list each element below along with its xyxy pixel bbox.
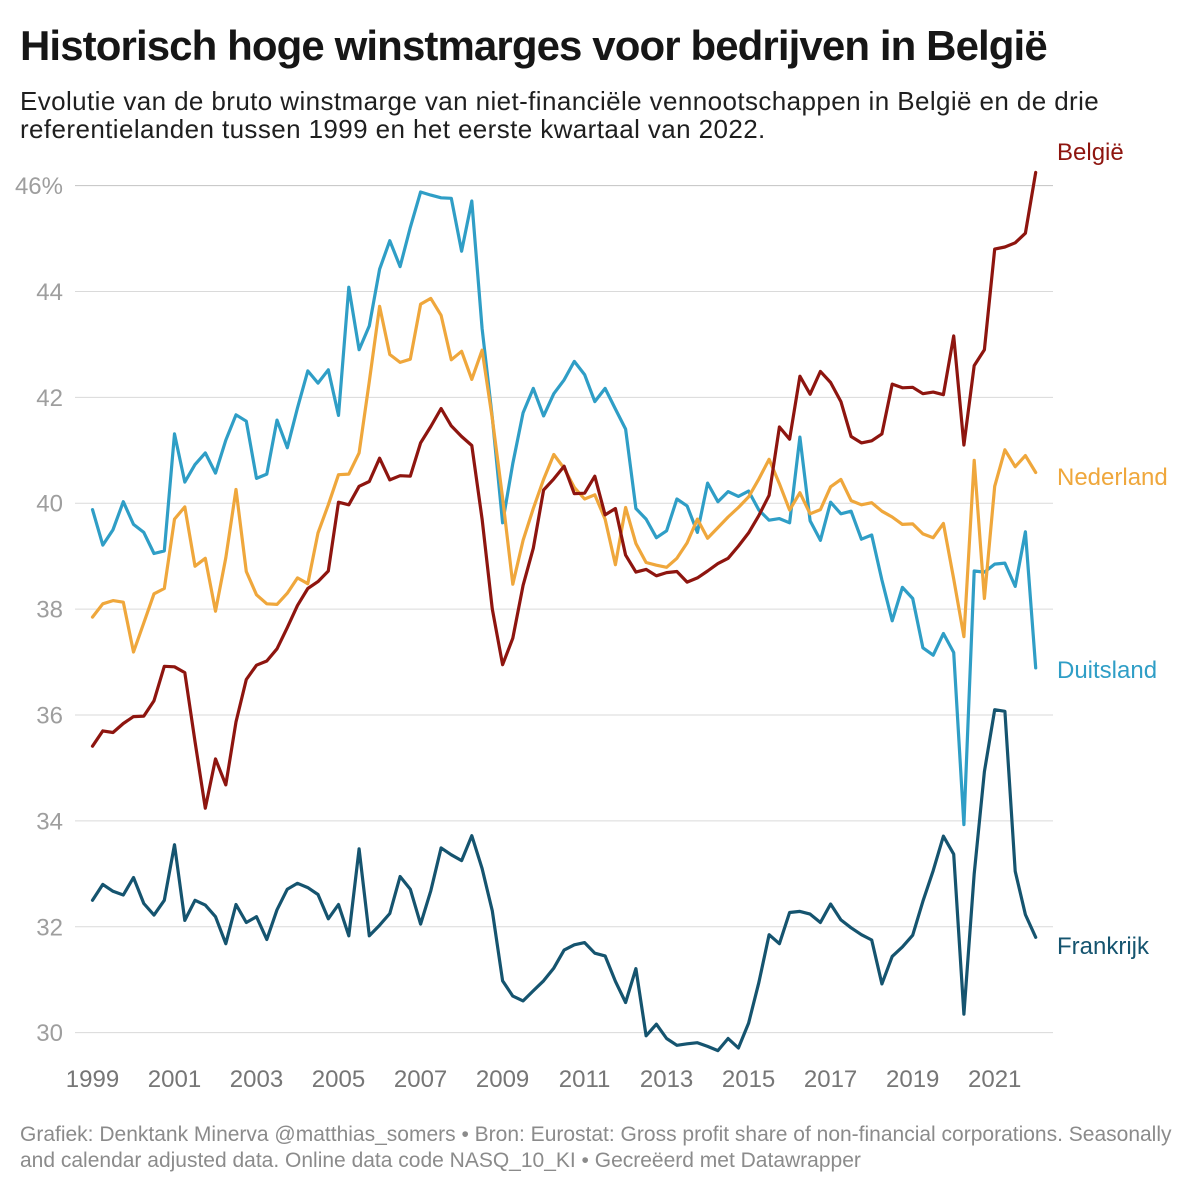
svg-text:38: 38	[36, 597, 63, 624]
svg-text:34: 34	[36, 808, 63, 835]
svg-text:2009: 2009	[476, 1066, 529, 1093]
svg-text:2015: 2015	[722, 1066, 775, 1093]
svg-text:32: 32	[36, 914, 63, 941]
svg-text:2017: 2017	[804, 1066, 857, 1093]
svg-text:Frankrijk: Frankrijk	[1057, 933, 1150, 960]
svg-text:2011: 2011	[559, 1066, 611, 1093]
svg-text:België: België	[1057, 139, 1124, 166]
svg-text:2021: 2021	[968, 1066, 1021, 1093]
svg-text:46%: 46%	[15, 173, 63, 200]
svg-text:42: 42	[36, 385, 63, 412]
svg-text:36: 36	[36, 703, 63, 730]
svg-text:2019: 2019	[886, 1066, 939, 1093]
svg-text:2007: 2007	[394, 1066, 447, 1093]
svg-text:1999: 1999	[66, 1066, 119, 1093]
svg-text:2003: 2003	[230, 1066, 283, 1093]
svg-text:44: 44	[36, 279, 63, 306]
svg-text:2005: 2005	[312, 1066, 365, 1093]
svg-text:Nederland: Nederland	[1057, 464, 1168, 491]
svg-text:30: 30	[36, 1020, 63, 1047]
svg-text:Duitsland: Duitsland	[1057, 657, 1157, 684]
svg-text:2001: 2001	[148, 1066, 201, 1093]
svg-text:40: 40	[36, 491, 63, 518]
svg-text:2013: 2013	[640, 1066, 693, 1093]
